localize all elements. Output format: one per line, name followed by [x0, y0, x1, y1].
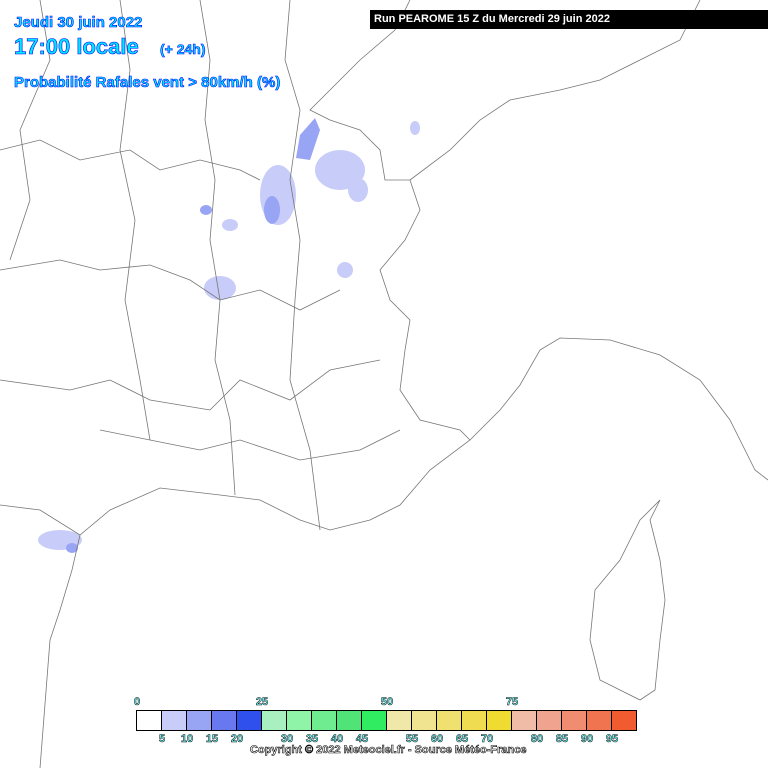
legend-swatch [412, 711, 437, 730]
legend-label-minor: 60 [430, 733, 444, 746]
legend-label-minor: 65 [455, 733, 469, 746]
legend-label-minor: 10 [180, 733, 194, 746]
legend-swatch [362, 711, 387, 730]
legend-swatch [512, 711, 537, 730]
legend-swatch [487, 711, 512, 730]
parameter-title: Probabilité Rafales vent > 80km/h (%) [14, 74, 281, 92]
legend-swatch [562, 711, 587, 730]
legend-swatch [262, 711, 287, 730]
legend-label-minor: 5 [158, 733, 166, 746]
copyright: Copyright © 2022 Meteociel.fr - Source M… [250, 744, 527, 757]
legend-swatch [287, 711, 312, 730]
legend-label-minor: 20 [230, 733, 244, 746]
legend-label-minor: 40 [330, 733, 344, 746]
legend-swatch [237, 711, 262, 730]
legend-swatch [612, 711, 636, 730]
legend-label-minor: 70 [480, 733, 494, 746]
legend-swatch [187, 711, 212, 730]
legend-swatch [337, 711, 362, 730]
legend-label-major: 75 [505, 696, 519, 709]
forecast-time: 17:00 locale [14, 34, 139, 60]
legend-label-minor: 15 [205, 733, 219, 746]
legend-label-major: 50 [380, 696, 394, 709]
legend-swatch [162, 711, 187, 730]
legend-label-minor: 45 [355, 733, 369, 746]
legend-label-minor: 95 [605, 733, 619, 746]
legend-swatch [387, 711, 412, 730]
legend-label-minor: 30 [280, 733, 294, 746]
forecast-lead: (+ 24h) [160, 41, 206, 58]
legend-label-minor: 85 [555, 733, 569, 746]
legend-swatch [537, 711, 562, 730]
legend-label-minor: 35 [305, 733, 319, 746]
legend-label-minor: 90 [580, 733, 594, 746]
legend-swatch [212, 711, 237, 730]
legend-swatch [312, 711, 337, 730]
legend-swatch [437, 711, 462, 730]
color-legend [136, 710, 637, 731]
legend-swatch [587, 711, 612, 730]
probability-areas [38, 118, 420, 553]
forecast-date: Jeudi 30 juin 2022 [14, 14, 143, 32]
legend-swatch [137, 711, 162, 730]
run-label: Run PEAROME 15 Z du Mercredi 29 juin 202… [370, 10, 768, 29]
legend-label-minor: 80 [530, 733, 544, 746]
legend-label-major: 25 [255, 696, 269, 709]
legend-label-minor: 55 [405, 733, 419, 746]
legend-swatch [462, 711, 487, 730]
legend-label-major: 0 [133, 696, 141, 709]
